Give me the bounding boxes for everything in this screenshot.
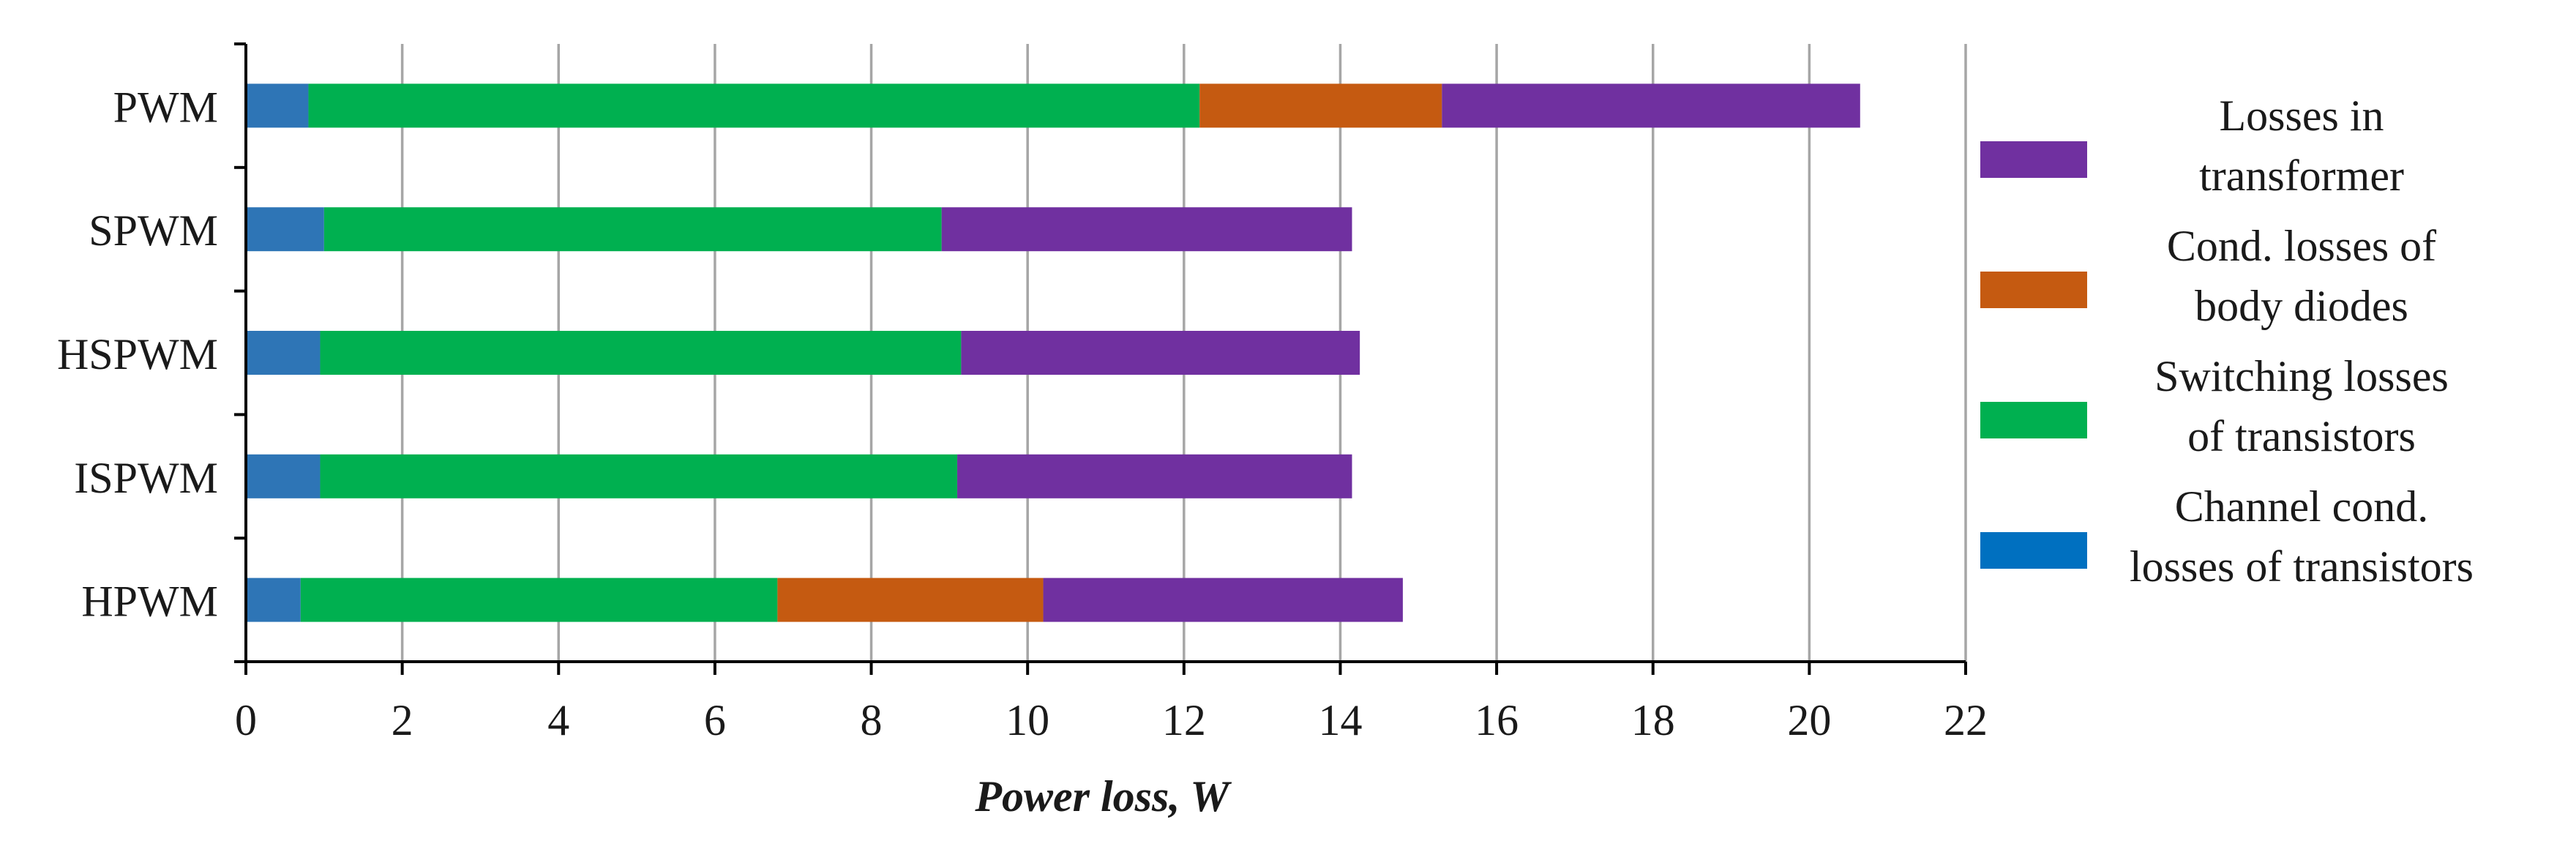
x-tick-label-6: 6 bbox=[704, 696, 726, 744]
bar-pwm-series-2 bbox=[308, 83, 1200, 128]
x-tick-label-14: 14 bbox=[1318, 696, 1362, 744]
legend-label-losses-in-transformer-line-2: transformer bbox=[2199, 152, 2404, 200]
category-label-ispwm: ISPWM bbox=[74, 454, 218, 502]
category-label-hspwm: HSPWM bbox=[57, 330, 218, 378]
legend-label-switching-losses-of-transistors-line-1: Switching losses bbox=[2154, 352, 2449, 400]
bar-hpwm-series-2 bbox=[300, 578, 778, 622]
x-tick-labels: 0 2 4 6 8 10 12 14 16 18 20 22 bbox=[235, 696, 1988, 744]
legend-swatch-losses-in-transformer bbox=[1980, 141, 2087, 178]
bar-pwm-series-4 bbox=[1442, 83, 1860, 128]
bar-ispwm-series-4 bbox=[957, 454, 1352, 498]
bar-hspwm-series-4 bbox=[961, 331, 1360, 375]
bar-ispwm-series-1 bbox=[246, 454, 321, 498]
bar-pwm-series-3 bbox=[1199, 83, 1442, 128]
legend: Losses in transformer Cond. losses of body … bbox=[1980, 91, 2474, 591]
bar-ispwm-series-2 bbox=[320, 454, 958, 498]
legend-swatch-switching-losses-of-transistors bbox=[1980, 402, 2087, 438]
bar-hpwm-series-3 bbox=[777, 578, 1044, 622]
bar-spwm-series-2 bbox=[323, 207, 942, 252]
x-tick-label-10: 10 bbox=[1006, 696, 1049, 744]
legend-label-cond-losses-of-body-diodes-line-2: body diodes bbox=[2195, 282, 2408, 330]
category-label-hpwm: HPWM bbox=[81, 578, 218, 626]
x-tick-label-16: 16 bbox=[1475, 696, 1519, 744]
x-tick-label-8: 8 bbox=[861, 696, 883, 744]
legend-label-channel-cond-losses-of-transistors-line-1: Channel cond. bbox=[2175, 482, 2429, 531]
bar-hpwm-series-4 bbox=[1043, 578, 1403, 622]
x-tick-label-0: 0 bbox=[235, 696, 257, 744]
x-tick-label-20: 20 bbox=[1787, 696, 1831, 744]
x-tick-label-12: 12 bbox=[1162, 696, 1206, 744]
bar-hspwm-series-2 bbox=[320, 331, 962, 375]
bar-hspwm-series-1 bbox=[246, 331, 321, 375]
x-tick-label-4: 4 bbox=[547, 696, 569, 744]
legend-label-channel-cond-losses-of-transistors-line-2: losses of transistors bbox=[2130, 542, 2474, 591]
x-axis-title: Power loss, W bbox=[974, 772, 1232, 821]
bar-hpwm-series-1 bbox=[246, 578, 301, 622]
axes bbox=[234, 42, 1967, 675]
x-tick-label-22: 22 bbox=[1944, 696, 1988, 744]
bars bbox=[246, 83, 1860, 622]
legend-swatch-cond-losses-of-body-diodes bbox=[1980, 272, 2087, 308]
x-tick-label-2: 2 bbox=[392, 696, 413, 744]
bar-spwm-series-1 bbox=[246, 207, 324, 252]
bar-pwm-series-1 bbox=[246, 83, 309, 128]
legend-swatch-channel-cond-losses-of-transistors bbox=[1980, 532, 2087, 569]
legend-label-losses-in-transformer-line-1: Losses in bbox=[2220, 91, 2384, 140]
legend-label-switching-losses-of-transistors-line-2: of transistors bbox=[2187, 412, 2416, 460]
category-label-pwm: PWM bbox=[113, 83, 218, 131]
legend-label-cond-losses-of-body-diodes-line-1: Cond. losses of bbox=[2167, 222, 2436, 270]
x-tick-label-18: 18 bbox=[1631, 696, 1675, 744]
category-label-spwm: SPWM bbox=[89, 206, 218, 255]
bar-spwm-series-4 bbox=[941, 207, 1352, 252]
category-labels: PWM SPWM HSPWM ISPWM HPWM bbox=[57, 83, 218, 625]
